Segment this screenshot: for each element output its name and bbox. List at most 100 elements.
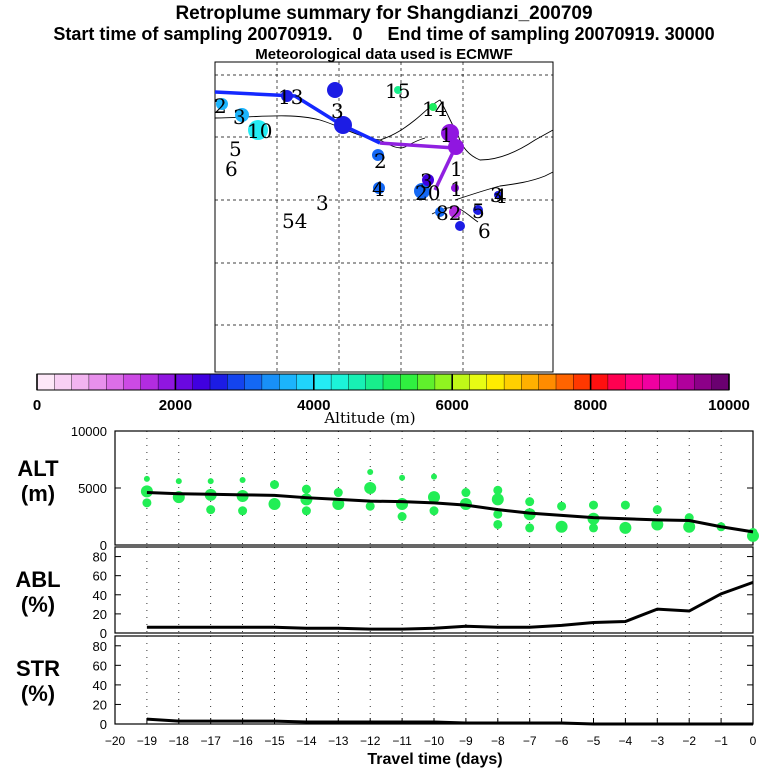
- colorbar-segment: [365, 373, 384, 391]
- colorbar-segment: [711, 373, 730, 391]
- map-marker: [372, 149, 384, 161]
- colorbar-tick-label: 8000: [574, 397, 607, 414]
- map-point-label: 3: [420, 169, 433, 193]
- colorbar-segment: [625, 373, 644, 391]
- alt-point: [268, 497, 281, 510]
- str-line: [146, 717, 753, 726]
- x-tick-label: −12: [360, 734, 381, 748]
- alt-point: [589, 523, 598, 533]
- alt-point: [142, 498, 152, 508]
- colorbar-segment: [36, 373, 55, 391]
- map-marker: [435, 207, 445, 217]
- y-tick-label: 20: [93, 697, 107, 712]
- x-tick-label: −10: [424, 734, 445, 748]
- map-marker: [441, 124, 459, 142]
- colorbar-segment: [227, 373, 246, 391]
- map-marker: [455, 221, 465, 231]
- map-point-label: 10: [247, 119, 272, 143]
- alt-point: [557, 501, 567, 511]
- alt-point: [396, 497, 409, 510]
- colorbar-segment: [521, 373, 540, 391]
- x-tick-label: −20: [105, 734, 126, 748]
- y-tick-label: 80: [93, 550, 107, 565]
- map-marker: [327, 82, 343, 98]
- x-tick-label: −17: [201, 734, 222, 748]
- colorbar-segment: [123, 373, 142, 391]
- x-tick-label: −4: [619, 734, 633, 748]
- x-tick-label: −14: [296, 734, 317, 748]
- y-tick-label: 0: [100, 538, 107, 553]
- map-marker: [248, 120, 268, 140]
- x-tick-label: −11: [392, 734, 412, 748]
- colorbar-segment: [244, 373, 263, 391]
- colorbar-segment: [486, 373, 505, 391]
- colorbar-tick-label: 4000: [297, 397, 330, 414]
- panel-ylabel: ALT: [17, 456, 59, 481]
- colorbar-segment: [573, 373, 592, 391]
- alt-point: [239, 477, 246, 484]
- panel-ylabel: ABL: [15, 567, 60, 592]
- colorbar-segment: [659, 373, 678, 391]
- map-marker: [235, 108, 249, 122]
- map-marker: [281, 90, 293, 102]
- colorbar-segment: [261, 373, 280, 391]
- map-point-label: 54: [282, 209, 307, 233]
- y-tick-label: 0: [100, 626, 107, 641]
- alt-point: [493, 509, 503, 519]
- map-point-label: 4: [372, 177, 385, 201]
- colorbar-segment: [348, 373, 367, 391]
- coastline-south: [454, 171, 554, 201]
- map-marker: [448, 139, 464, 155]
- colorbar-tick-label: 6000: [436, 397, 469, 414]
- map-point-label: 15: [385, 79, 410, 103]
- map-point-label: 4: [494, 184, 507, 208]
- colorbar-segment: [54, 373, 73, 391]
- map-point-label: 6: [478, 219, 491, 243]
- alt-point: [270, 480, 279, 490]
- x-tick-label: −18: [169, 734, 190, 748]
- map-point-label: 13: [278, 85, 303, 109]
- alt-point: [461, 488, 471, 498]
- map-point-label: 82: [436, 201, 461, 225]
- map-point-label: 2: [374, 149, 387, 173]
- map-marker: [449, 206, 461, 218]
- colorbar-segment: [434, 373, 453, 391]
- map-marker: [473, 205, 483, 215]
- y-tick-label: 0: [100, 717, 107, 732]
- colorbar-segment: [175, 373, 194, 391]
- colorbar-segment: [538, 373, 557, 391]
- map-marker: [451, 184, 459, 192]
- abl-line: [146, 580, 754, 631]
- alt-mean-line: [146, 491, 754, 534]
- trajectory-line-branch: [433, 147, 457, 191]
- x-tick-label: −7: [523, 734, 537, 748]
- alt-point: [429, 506, 439, 516]
- map-point-label: 14: [422, 97, 447, 121]
- x-tick-label: −6: [555, 734, 569, 748]
- colorbar-segment: [452, 373, 471, 391]
- y-tick-label: 40: [93, 588, 107, 603]
- map-point-label: 3: [331, 99, 344, 123]
- panel-ylabel-unit: (m): [21, 481, 55, 506]
- x-tick-label: −1: [714, 734, 728, 748]
- x-tick-label: −8: [491, 734, 505, 748]
- met-data-note: Meteorological data used is ECMWF: [255, 46, 513, 63]
- x-tick-label: −2: [682, 734, 696, 748]
- map-point-label: 5: [229, 137, 242, 161]
- alt-point: [619, 521, 632, 534]
- colorbar-segment: [140, 373, 159, 391]
- colorbar-segment: [279, 373, 298, 391]
- alt-point: [652, 505, 662, 515]
- map-point-label: 20: [415, 181, 440, 205]
- colorbar-label: Altitude (m): [323, 409, 415, 427]
- colorbar-segment: [382, 373, 401, 391]
- colorbar-segment: [157, 373, 176, 391]
- map-point-label: 3: [233, 105, 246, 129]
- colorbar-segment: [71, 373, 90, 391]
- alt-point: [365, 501, 375, 511]
- panel-ylabel-unit: (%): [21, 592, 55, 617]
- alt-point: [683, 520, 696, 533]
- x-axis-label: Travel time (days): [367, 751, 502, 768]
- colorbar-segment: [88, 373, 107, 391]
- alt-point: [589, 500, 598, 510]
